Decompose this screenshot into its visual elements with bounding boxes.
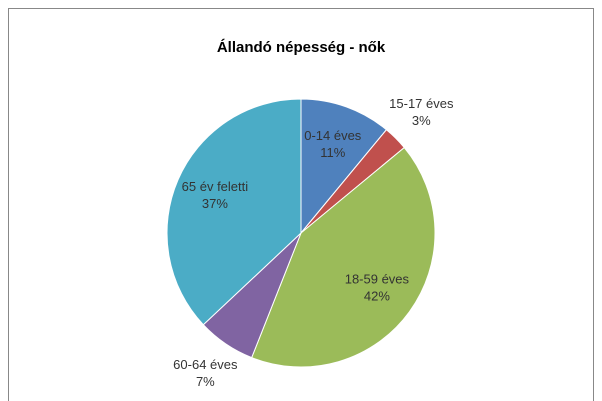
slice-value-label: 11% [320, 145, 345, 160]
pie-slice [166, 98, 302, 326]
slice-value-label: 37% [202, 196, 228, 211]
slice-label: 60-64 éves [173, 357, 238, 372]
slice-label: 18-59 éves [345, 272, 410, 287]
slice-label: 0-14 éves [304, 128, 362, 143]
slice-value-label: 3% [412, 113, 431, 128]
pie-slice [300, 98, 388, 235]
slice-value-label: 42% [364, 289, 390, 304]
chart-title: Állandó népesség - nők [217, 39, 386, 56]
slice-value-label: 7% [196, 374, 215, 389]
pie-slice [251, 146, 436, 368]
slice-label: 15-17 éves [389, 96, 454, 111]
slice-label: 65 év feletti [182, 179, 249, 194]
